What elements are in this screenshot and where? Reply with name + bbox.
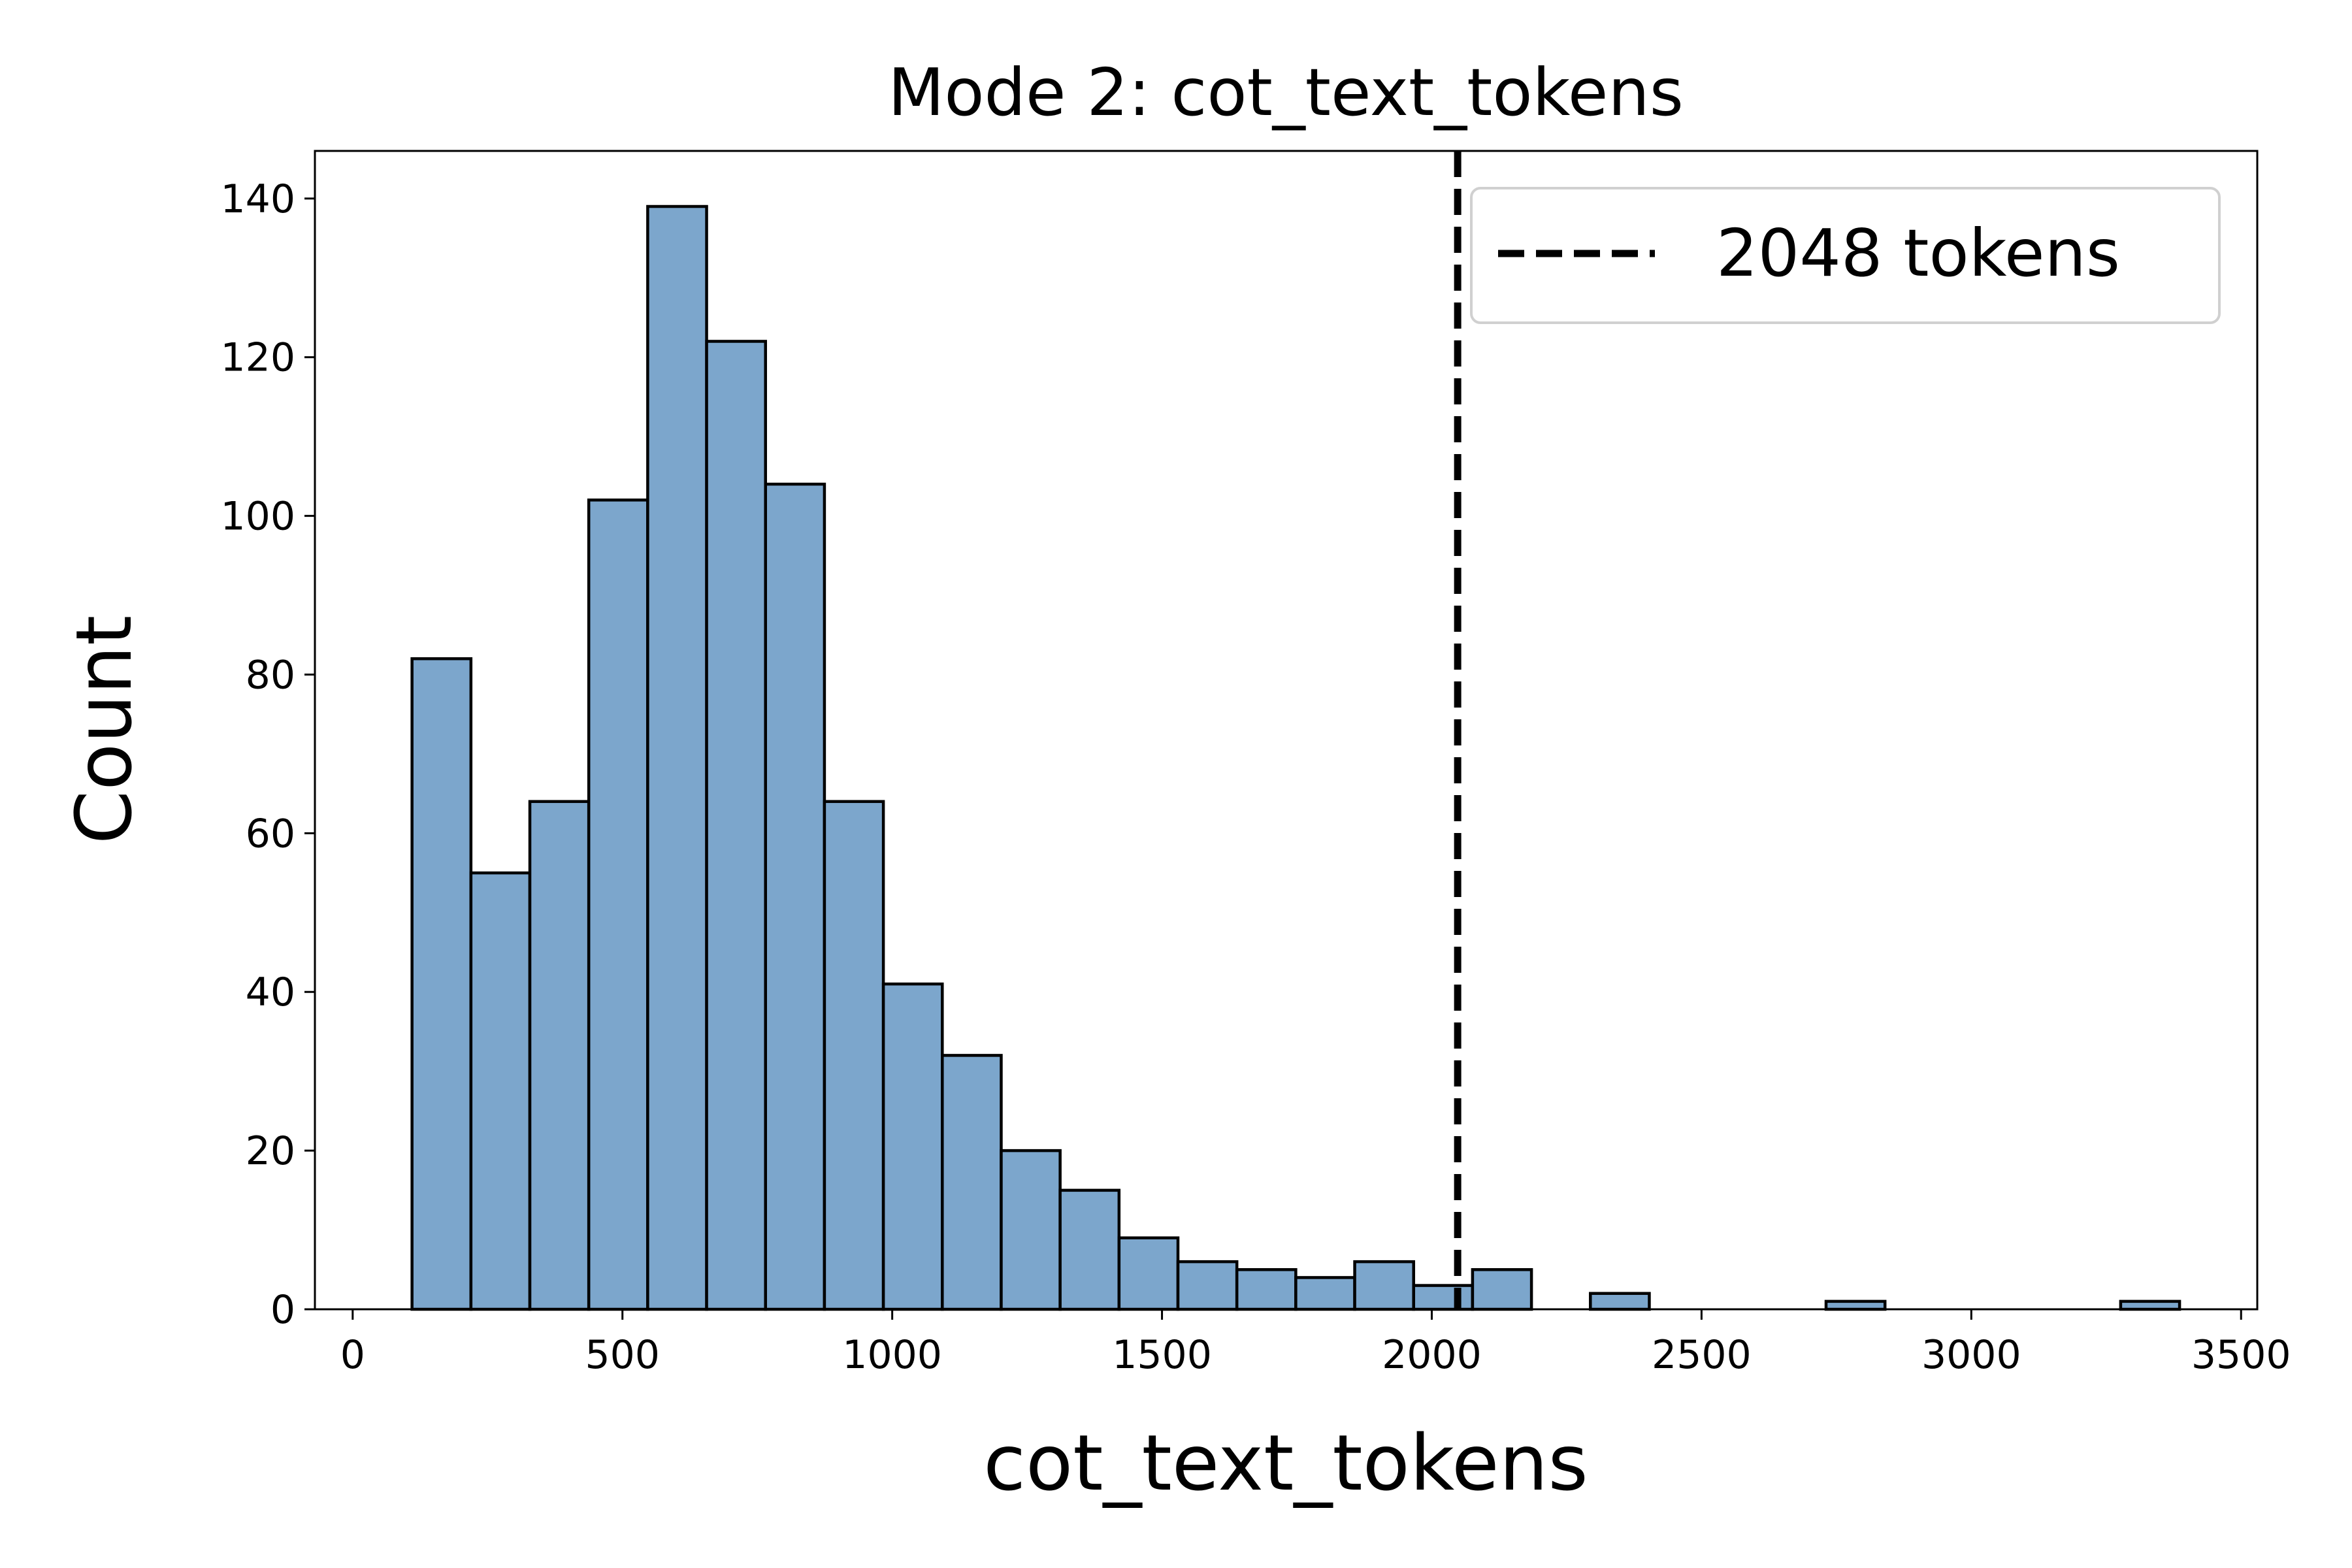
x-tick-label: 2500 <box>1652 1332 1752 1378</box>
x-tick-label: 500 <box>585 1332 660 1378</box>
x-tick-label: 1000 <box>842 1332 942 1378</box>
histogram-bar <box>1471 1268 1533 1311</box>
histogram-bar <box>1294 1276 1356 1311</box>
histogram-bar <box>646 204 708 1311</box>
y-tick-label: 140 <box>220 176 295 222</box>
histogram-bar <box>1176 1260 1239 1311</box>
plot-area-frame <box>314 150 2259 1311</box>
x-tick-label: 1500 <box>1112 1332 1212 1378</box>
histogram-bar <box>1412 1284 1475 1311</box>
y-axis-ticks: 0 20 40 60 80 100 120 140 <box>220 176 315 1333</box>
histogram-bar <box>2119 1299 2181 1311</box>
legend: 2048 tokens <box>1470 187 2221 324</box>
x-tick-label: 3500 <box>2191 1332 2291 1378</box>
legend-box <box>1470 187 2221 324</box>
histogram-bar <box>587 498 649 1311</box>
histogram-bar <box>1589 1292 1651 1311</box>
y-tick-label: 120 <box>220 335 295 381</box>
histogram-bar <box>1824 1299 1887 1311</box>
histogram-bar <box>881 982 944 1311</box>
y-axis-title: Count <box>59 615 149 844</box>
y-tick-label: 40 <box>246 970 295 1015</box>
histogram-bar <box>823 800 885 1311</box>
y-tick-label: 20 <box>246 1128 295 1174</box>
histogram-bar <box>1000 1149 1062 1311</box>
histogram-bars <box>410 204 2181 1311</box>
histogram-bar <box>764 482 826 1311</box>
chart-title: Mode 2: cot_text_tokens <box>888 54 1684 131</box>
histogram-bar <box>705 340 767 1311</box>
y-tick-label: 80 <box>246 652 295 698</box>
histogram-bar <box>469 871 532 1311</box>
y-tick-label: 0 <box>270 1287 295 1333</box>
histogram-bar <box>410 657 473 1311</box>
y-tick-label: 100 <box>220 494 295 540</box>
x-axis-title: cot_text_tokens <box>983 1418 1588 1508</box>
x-axis-ticks: 0 500 1000 1500 2000 2500 3000 3500 <box>340 1309 2291 1378</box>
histogram-bar <box>1058 1188 1121 1311</box>
y-tick-label: 60 <box>246 811 295 857</box>
legend-label: 2048 tokens <box>1716 215 2120 291</box>
histogram-bar <box>941 1054 1003 1311</box>
histogram-bar <box>1353 1260 1415 1311</box>
x-tick-label: 0 <box>340 1332 365 1378</box>
histogram-bar <box>1235 1268 1298 1311</box>
histogram-bar <box>1117 1236 1180 1311</box>
x-tick-label: 3000 <box>1921 1332 2021 1378</box>
histogram-bar <box>528 800 591 1311</box>
x-tick-label: 2000 <box>1382 1332 1482 1378</box>
